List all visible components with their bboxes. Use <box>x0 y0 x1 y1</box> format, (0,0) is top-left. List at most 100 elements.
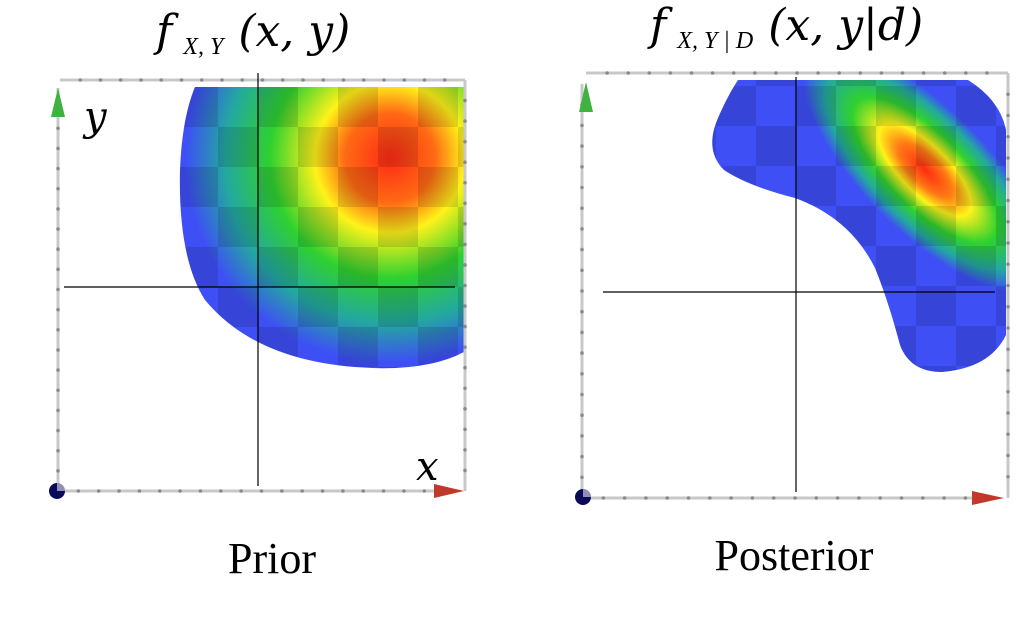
frame-tick-dot <box>381 489 386 493</box>
frame-tick-dot <box>580 227 584 231</box>
frame-tick-dot <box>56 166 60 171</box>
frame-tick-dot <box>963 496 968 500</box>
frame-tick-dot <box>793 496 797 500</box>
frame-tick-dot <box>463 119 467 123</box>
frame-tick-dot <box>1006 368 1010 373</box>
frame-tick-dot <box>580 165 584 169</box>
frame-tick-dot <box>78 78 83 82</box>
frame-tick-dot <box>56 368 60 372</box>
frame-tick-dot <box>463 365 467 370</box>
frame-tick-dot <box>689 71 694 75</box>
frame-tick-dot <box>259 489 264 493</box>
frame-tick-dot <box>199 78 204 82</box>
frame-tick-dot <box>857 496 861 500</box>
posterior-density-surface <box>712 80 1006 372</box>
frame-tick-dot <box>137 489 142 493</box>
frame-tick-dot <box>900 71 905 75</box>
frame-tick-dot <box>921 496 925 500</box>
frame-tick-dot <box>837 71 841 75</box>
frame-tick-dot <box>198 489 203 493</box>
frame-tick-dot <box>580 475 584 480</box>
frame-tick-dot <box>56 328 60 332</box>
frame-tick-dot <box>731 71 736 75</box>
frame-tick-dot <box>361 489 366 493</box>
frame-tick-dot <box>668 71 673 75</box>
frame-tick-dot <box>320 489 325 493</box>
frame-tick-dot <box>98 78 103 82</box>
frame-tick-dot <box>219 489 223 493</box>
frame-tick-dot <box>463 242 467 247</box>
frame-tick-dot <box>117 489 121 493</box>
frame-tick-dot <box>1006 283 1010 288</box>
frame-tick-dot <box>899 496 904 500</box>
frame-tick-dot <box>300 489 305 493</box>
frame-tick-dot <box>56 267 60 272</box>
frame-tick-dot <box>463 468 467 473</box>
frame-tick-dot <box>76 489 81 493</box>
prior-density-surface <box>179 87 464 369</box>
frame-tick-dot <box>626 71 630 75</box>
prior-frame-ticks <box>56 78 467 493</box>
frame-tick-dot <box>402 489 406 493</box>
frame-tick-dot <box>858 71 863 75</box>
posterior-x-axis-arrow <box>972 491 1004 505</box>
frame-tick-dot <box>1006 219 1010 224</box>
frame-tick-dot <box>580 330 584 335</box>
frame-tick-dot <box>580 454 584 459</box>
prior-panel: f X, Y (x, y) y x Prior <box>49 6 467 583</box>
frame-tick-dot <box>463 407 467 411</box>
frame-tick-dot <box>580 247 584 252</box>
frame-tick-dot <box>402 78 407 82</box>
frame-tick-dot <box>1006 474 1010 479</box>
frame-tick-dot <box>240 78 245 82</box>
frame-tick-dot <box>622 496 627 500</box>
frame-tick-dot <box>1006 347 1010 352</box>
frame-tick-dot <box>56 186 60 191</box>
frame-tick-dot <box>56 469 60 473</box>
frame-tick-dot <box>580 392 584 397</box>
frame-tick-dot <box>1006 326 1010 330</box>
frame-tick-dot <box>580 268 584 273</box>
frame-tick-dot <box>814 496 819 500</box>
frame-tick-dot <box>580 372 584 376</box>
frame-tick-dot <box>942 496 946 500</box>
prior-x-axis-arrow <box>434 484 464 498</box>
frame-tick-dot <box>56 388 60 393</box>
frame-tick-dot <box>774 71 778 75</box>
frame-tick-dot <box>665 496 669 500</box>
frame-tick-dot <box>1006 177 1010 182</box>
frame-tick-dot <box>422 78 427 82</box>
frame-tick-dot <box>139 78 143 82</box>
frame-tick-dot <box>463 427 467 432</box>
prior-origin-dot-highlight <box>57 483 65 491</box>
frame-tick-dot <box>341 78 346 82</box>
frame-tick-dot <box>463 304 467 308</box>
prior-title-subscript: X, Y <box>182 34 226 60</box>
frame-tick-dot <box>1006 389 1010 394</box>
frame-tick-dot <box>463 222 467 226</box>
frame-tick-dot <box>179 78 184 82</box>
frame-tick-dot <box>442 78 447 82</box>
posterior-y-axis-arrow <box>579 82 593 112</box>
frame-tick-dot <box>463 345 467 349</box>
frame-tick-dot <box>771 496 776 500</box>
frame-tick-dot <box>1006 304 1010 309</box>
frame-tick-dot <box>463 263 467 267</box>
frame-tick-dot <box>463 386 467 391</box>
frame-tick-dot <box>463 324 467 329</box>
frame-tick-dot <box>280 489 284 493</box>
frame-tick-dot <box>1006 453 1010 458</box>
frame-tick-dot <box>1006 411 1010 415</box>
frame-tick-dot <box>964 71 968 75</box>
frame-tick-dot <box>463 98 467 103</box>
frame-tick-dot <box>159 78 164 82</box>
frame-tick-dot <box>463 180 467 185</box>
frame-tick-dot <box>985 71 989 75</box>
posterior-title-subscript: X, Y | D <box>676 28 753 54</box>
frame-tick-dot <box>708 496 712 500</box>
posterior-caption: Posterior <box>715 531 874 580</box>
posterior-origin-dot-highlight <box>583 489 591 497</box>
frame-tick-dot <box>580 123 584 128</box>
frame-tick-dot <box>118 78 123 82</box>
